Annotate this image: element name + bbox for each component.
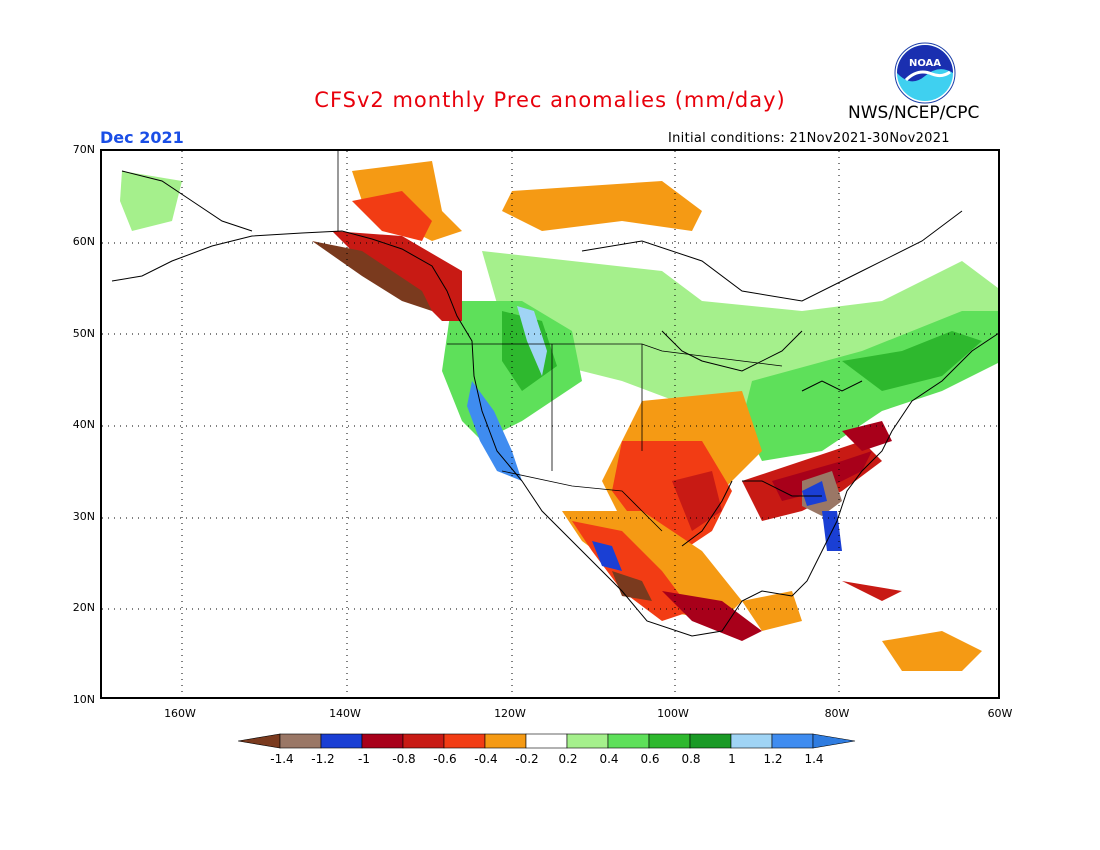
lon-label-120w: 120W	[494, 707, 526, 720]
initial-conditions: Initial conditions: 21Nov2021-30Nov2021	[668, 131, 950, 146]
coastlines	[111, 170, 998, 637]
colorbar-label: 1	[728, 752, 736, 766]
lat-label-70n: 70N	[72, 143, 95, 156]
colorbar-label: -1.4	[270, 752, 294, 766]
colorbar-label: 0.8	[681, 752, 701, 766]
lon-label-80w: 80W	[824, 707, 850, 720]
colorbar-swatch	[443, 733, 486, 749]
lon-label-160w: 160W	[164, 707, 196, 720]
svg-text:NOAA: NOAA	[909, 58, 941, 69]
colorbar-swatch	[361, 733, 404, 749]
anomaly-fill	[120, 161, 998, 671]
map-panel	[100, 149, 1000, 699]
colorbar-swatch	[238, 733, 281, 749]
colorbar-label: 1.2	[763, 752, 783, 766]
colorbar-label: -0.6	[433, 752, 457, 766]
colorbar-label: -1.2	[311, 752, 335, 766]
colorbar-label: 0.6	[640, 752, 660, 766]
lon-label-140w: 140W	[329, 707, 361, 720]
colorbar-swatch	[402, 733, 445, 749]
colorbar-swatch	[771, 733, 814, 749]
lon-label-60w: 60W	[987, 707, 1013, 720]
lon-label-100w: 100W	[657, 707, 689, 720]
colorbar-label: 1.4	[804, 752, 824, 766]
colorbar-swatch	[525, 733, 568, 749]
colorbar-label: 0.2	[558, 752, 578, 766]
colorbar-label: -0.4	[474, 752, 498, 766]
colorbar-swatch	[812, 733, 856, 749]
lat-label-60n: 60N	[72, 235, 95, 248]
colorbar-swatch	[648, 733, 691, 749]
colorbar-swatch	[279, 733, 322, 749]
month-label: Dec 2021	[100, 128, 184, 147]
chart-title: CFSv2 monthly Prec anomalies (mm/day)	[314, 88, 786, 112]
map-svg	[102, 151, 998, 697]
colorbar-swatch	[689, 733, 732, 749]
lat-label-50n: 50N	[72, 327, 95, 340]
graticule	[102, 151, 998, 697]
colorbar-label: -0.2	[515, 752, 539, 766]
lat-label-30n: 30N	[72, 510, 95, 523]
lat-label-40n: 40N	[72, 418, 95, 431]
colorbar-label: 0.4	[599, 752, 619, 766]
colorbar-swatch	[484, 733, 527, 749]
colorbar-swatch	[320, 733, 363, 749]
colorbar	[238, 733, 856, 749]
colorbar-label: -0.8	[392, 752, 416, 766]
center-label: NWS/NCEP/CPC	[848, 103, 980, 123]
lat-label-20n: 20N	[72, 601, 95, 614]
colorbar-swatch	[607, 733, 650, 749]
colorbar-label: -1	[358, 752, 370, 766]
colorbar-swatch	[566, 733, 609, 749]
noaa-logo: NOAA	[894, 42, 956, 104]
colorbar-swatch	[730, 733, 773, 749]
lat-label-10n: 10N	[72, 693, 95, 706]
borders	[337, 151, 783, 532]
